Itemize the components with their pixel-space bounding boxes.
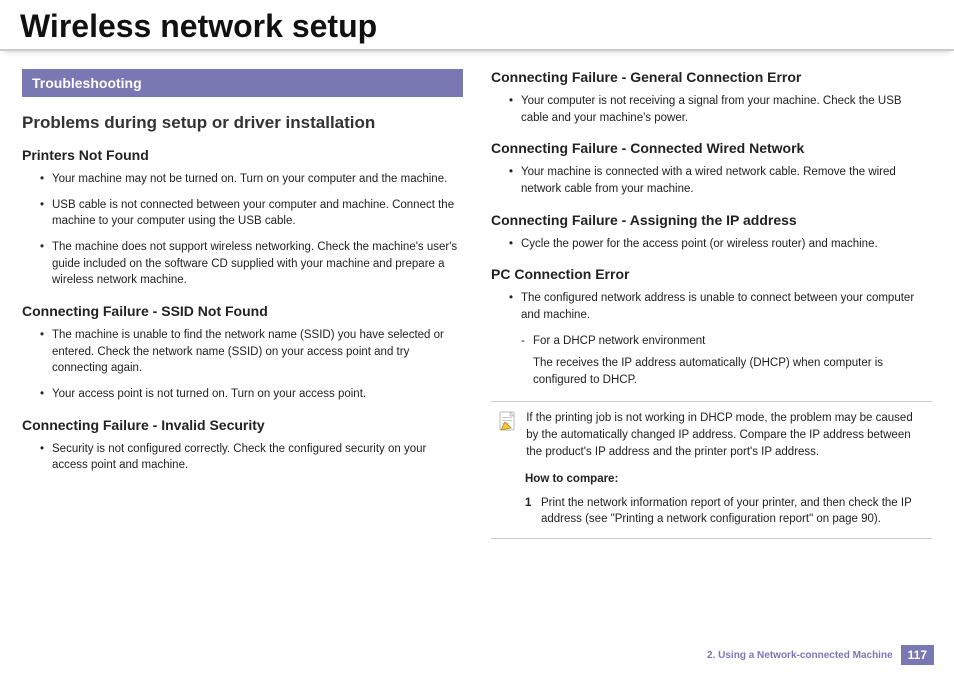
- list-item: Your machine is connected with a wired n…: [509, 164, 932, 197]
- right-column: Connecting Failure - General Connection …: [491, 69, 932, 539]
- h3-printers-not-found: Printers Not Found: [22, 147, 463, 163]
- page-title: Wireless network setup: [20, 8, 934, 45]
- page-footer: 2. Using a Network-connected Machine 117: [707, 645, 934, 665]
- h3-assigning-ip: Connecting Failure - Assigning the IP ad…: [491, 212, 932, 228]
- list-general-connection: Your computer is not receiving a signal …: [491, 93, 932, 126]
- step-text: Print the network information report of …: [541, 497, 912, 526]
- list-item: The configured network address is unable…: [509, 290, 932, 323]
- list-assigning-ip: Cycle the power for the access point (or…: [491, 236, 932, 253]
- note-callout: If the printing job is not working in DH…: [491, 401, 932, 539]
- list-item: Your computer is not receiving a signal …: [509, 93, 932, 126]
- content-area: Troubleshooting Problems during setup or…: [0, 69, 954, 539]
- sub-item-dhcp-text: The receives the IP address automaticall…: [491, 355, 932, 388]
- list-ssid-not-found: The machine is unable to find the networ…: [22, 327, 463, 403]
- list-item: The machine does not support wireless ne…: [40, 239, 463, 289]
- footer-chapter: 2. Using a Network-connected Machine: [707, 650, 893, 661]
- h3-general-connection-error: Connecting Failure - General Connection …: [491, 69, 932, 85]
- note-icon: [497, 410, 517, 434]
- list-item: Security is not configured correctly. Ch…: [40, 441, 463, 474]
- page-number: 117: [901, 645, 934, 665]
- list-pc-connection: The configured network address is unable…: [491, 290, 932, 323]
- list-item: The machine is unable to find the networ…: [40, 327, 463, 377]
- list-printers-not-found: Your machine may not be turned on. Turn …: [22, 171, 463, 289]
- how-to-step: 1 Print the network information report o…: [497, 495, 926, 528]
- h3-invalid-security: Connecting Failure - Invalid Security: [22, 417, 463, 433]
- list-invalid-security: Security is not configured correctly. Ch…: [22, 441, 463, 474]
- section-heading-troubleshooting: Troubleshooting: [22, 69, 463, 97]
- list-item: Your machine may not be turned on. Turn …: [40, 171, 463, 188]
- how-to-compare-label: How to compare:: [525, 471, 926, 488]
- h3-pc-connection-error: PC Connection Error: [491, 266, 932, 282]
- h3-ssid-not-found: Connecting Failure - SSID Not Found: [22, 303, 463, 319]
- list-item: Cycle the power for the access point (or…: [509, 236, 932, 253]
- left-column: Troubleshooting Problems during setup or…: [22, 69, 463, 539]
- title-bar: Wireless network setup: [0, 0, 954, 51]
- subheading-problems: Problems during setup or driver installa…: [22, 113, 463, 133]
- list-connected-wired: Your machine is connected with a wired n…: [491, 164, 932, 197]
- list-item: USB cable is not connected between your …: [40, 197, 463, 230]
- h3-connected-wired: Connecting Failure - Connected Wired Net…: [491, 140, 932, 156]
- step-number: 1: [525, 495, 531, 512]
- sub-item-dhcp-env: For a DHCP network environment: [491, 333, 932, 350]
- list-item: Your access point is not turned on. Turn…: [40, 386, 463, 403]
- note-text: If the printing job is not working in DH…: [526, 410, 921, 462]
